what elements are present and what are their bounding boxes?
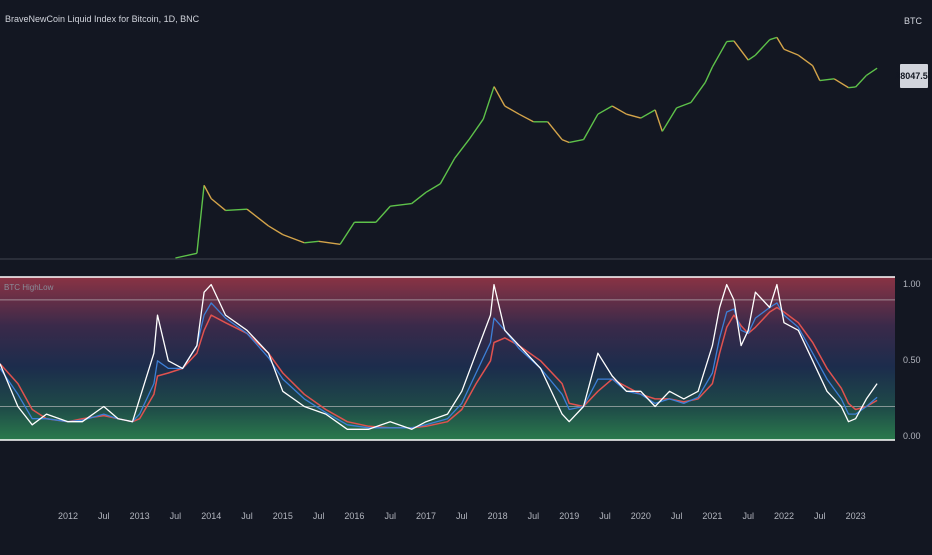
price-segment bbox=[690, 82, 706, 103]
price-segment bbox=[833, 78, 849, 89]
oscillator-white-line bbox=[0, 283, 878, 430]
price-segment bbox=[569, 138, 584, 144]
price-segment bbox=[640, 109, 656, 119]
price-segment bbox=[704, 66, 714, 83]
price-segment bbox=[493, 86, 506, 107]
price-segment bbox=[425, 183, 441, 193]
price-segment bbox=[855, 74, 867, 88]
price-pane bbox=[0, 0, 895, 258]
x-tick-label: 2022 bbox=[774, 511, 795, 521]
x-tick-label: 2020 bbox=[630, 511, 651, 521]
price-segment bbox=[339, 221, 356, 245]
x-tick-label: Jul bbox=[384, 511, 396, 521]
price-segment bbox=[468, 118, 484, 141]
y-tick-label: 0.50 bbox=[903, 354, 921, 365]
x-tick-label: 2012 bbox=[58, 511, 79, 521]
oscillator-series bbox=[0, 283, 878, 430]
price-segment bbox=[375, 205, 391, 223]
oscillator-band bbox=[0, 277, 895, 440]
last-price-badge: 28047.59 bbox=[895, 64, 932, 88]
y-tick-label: 0.00 bbox=[903, 430, 921, 441]
price-segment bbox=[282, 233, 305, 244]
x-tick-label: 2021 bbox=[702, 511, 723, 521]
price-segment bbox=[439, 157, 456, 185]
price-segment bbox=[812, 65, 821, 81]
price-segment bbox=[454, 139, 470, 159]
chart-title: BraveNewCoin Liquid Index for Bitcoin, 1… bbox=[5, 14, 200, 24]
x-tick-label: Jul bbox=[527, 511, 540, 521]
price-segment bbox=[304, 240, 319, 244]
x-tick-label: 2016 bbox=[344, 511, 365, 521]
price-segment bbox=[582, 113, 599, 140]
oscillator-blue-line bbox=[0, 302, 878, 429]
price-segment bbox=[783, 48, 799, 56]
price-segment bbox=[196, 185, 205, 254]
price-segment bbox=[747, 54, 756, 61]
x-tick-label: 2015 bbox=[272, 511, 293, 521]
price-segment bbox=[865, 67, 878, 77]
x-tick-label: Jul bbox=[742, 511, 754, 521]
y-tick-label: 1.00 bbox=[903, 278, 921, 289]
price-segment bbox=[769, 36, 778, 41]
x-tick-label: 2013 bbox=[129, 511, 150, 521]
price-segment bbox=[504, 105, 520, 115]
price-segment bbox=[676, 101, 692, 109]
price-segment bbox=[390, 202, 412, 207]
price-segment bbox=[626, 113, 642, 119]
x-tick-label: Jul bbox=[599, 511, 611, 521]
price-segment bbox=[518, 113, 534, 123]
x-tick-label: Jul bbox=[98, 511, 110, 521]
x-tick-label: 2018 bbox=[487, 511, 508, 521]
price-segment bbox=[661, 107, 678, 132]
threshold-lines bbox=[0, 299, 895, 407]
symbol-label: BTC bbox=[904, 16, 922, 26]
price-segment bbox=[225, 208, 248, 212]
price-segment bbox=[210, 198, 226, 211]
x-tick-label: Jul bbox=[241, 511, 253, 521]
price-segment bbox=[776, 36, 785, 50]
oscillator-red-line bbox=[0, 306, 878, 429]
indicator-label: BTC HighLow bbox=[4, 283, 54, 292]
price-segment bbox=[654, 109, 663, 132]
x-tick-label: 2023 bbox=[845, 511, 866, 521]
price-segment bbox=[203, 184, 212, 199]
x-tick-label: 2019 bbox=[559, 511, 580, 521]
price-segment bbox=[797, 54, 814, 67]
price-segment bbox=[482, 86, 495, 120]
price-segment bbox=[726, 40, 734, 43]
price-series bbox=[175, 36, 878, 259]
x-tick-label: Jul bbox=[814, 511, 826, 521]
price-segment bbox=[246, 208, 269, 227]
price-segment bbox=[754, 39, 771, 56]
x-tick-label: 2017 bbox=[416, 511, 437, 521]
x-tick-label: Jul bbox=[456, 511, 468, 521]
price-segment bbox=[611, 105, 627, 115]
price-segment bbox=[819, 78, 835, 82]
x-tick-label: Jul bbox=[312, 511, 325, 521]
price-segment bbox=[268, 225, 284, 236]
x-tick-label: Jul bbox=[169, 511, 182, 521]
price-segment bbox=[175, 252, 198, 259]
x-tick-label: 2014 bbox=[201, 511, 222, 521]
price-segment bbox=[597, 105, 613, 115]
price-segment bbox=[547, 121, 563, 141]
price-segment bbox=[711, 41, 728, 68]
price-segment bbox=[411, 191, 427, 205]
x-tick-label: Jul bbox=[670, 511, 683, 521]
price-segment bbox=[561, 138, 570, 144]
price-segment bbox=[848, 86, 856, 89]
price-segment bbox=[733, 40, 749, 61]
price-segment bbox=[318, 240, 341, 246]
